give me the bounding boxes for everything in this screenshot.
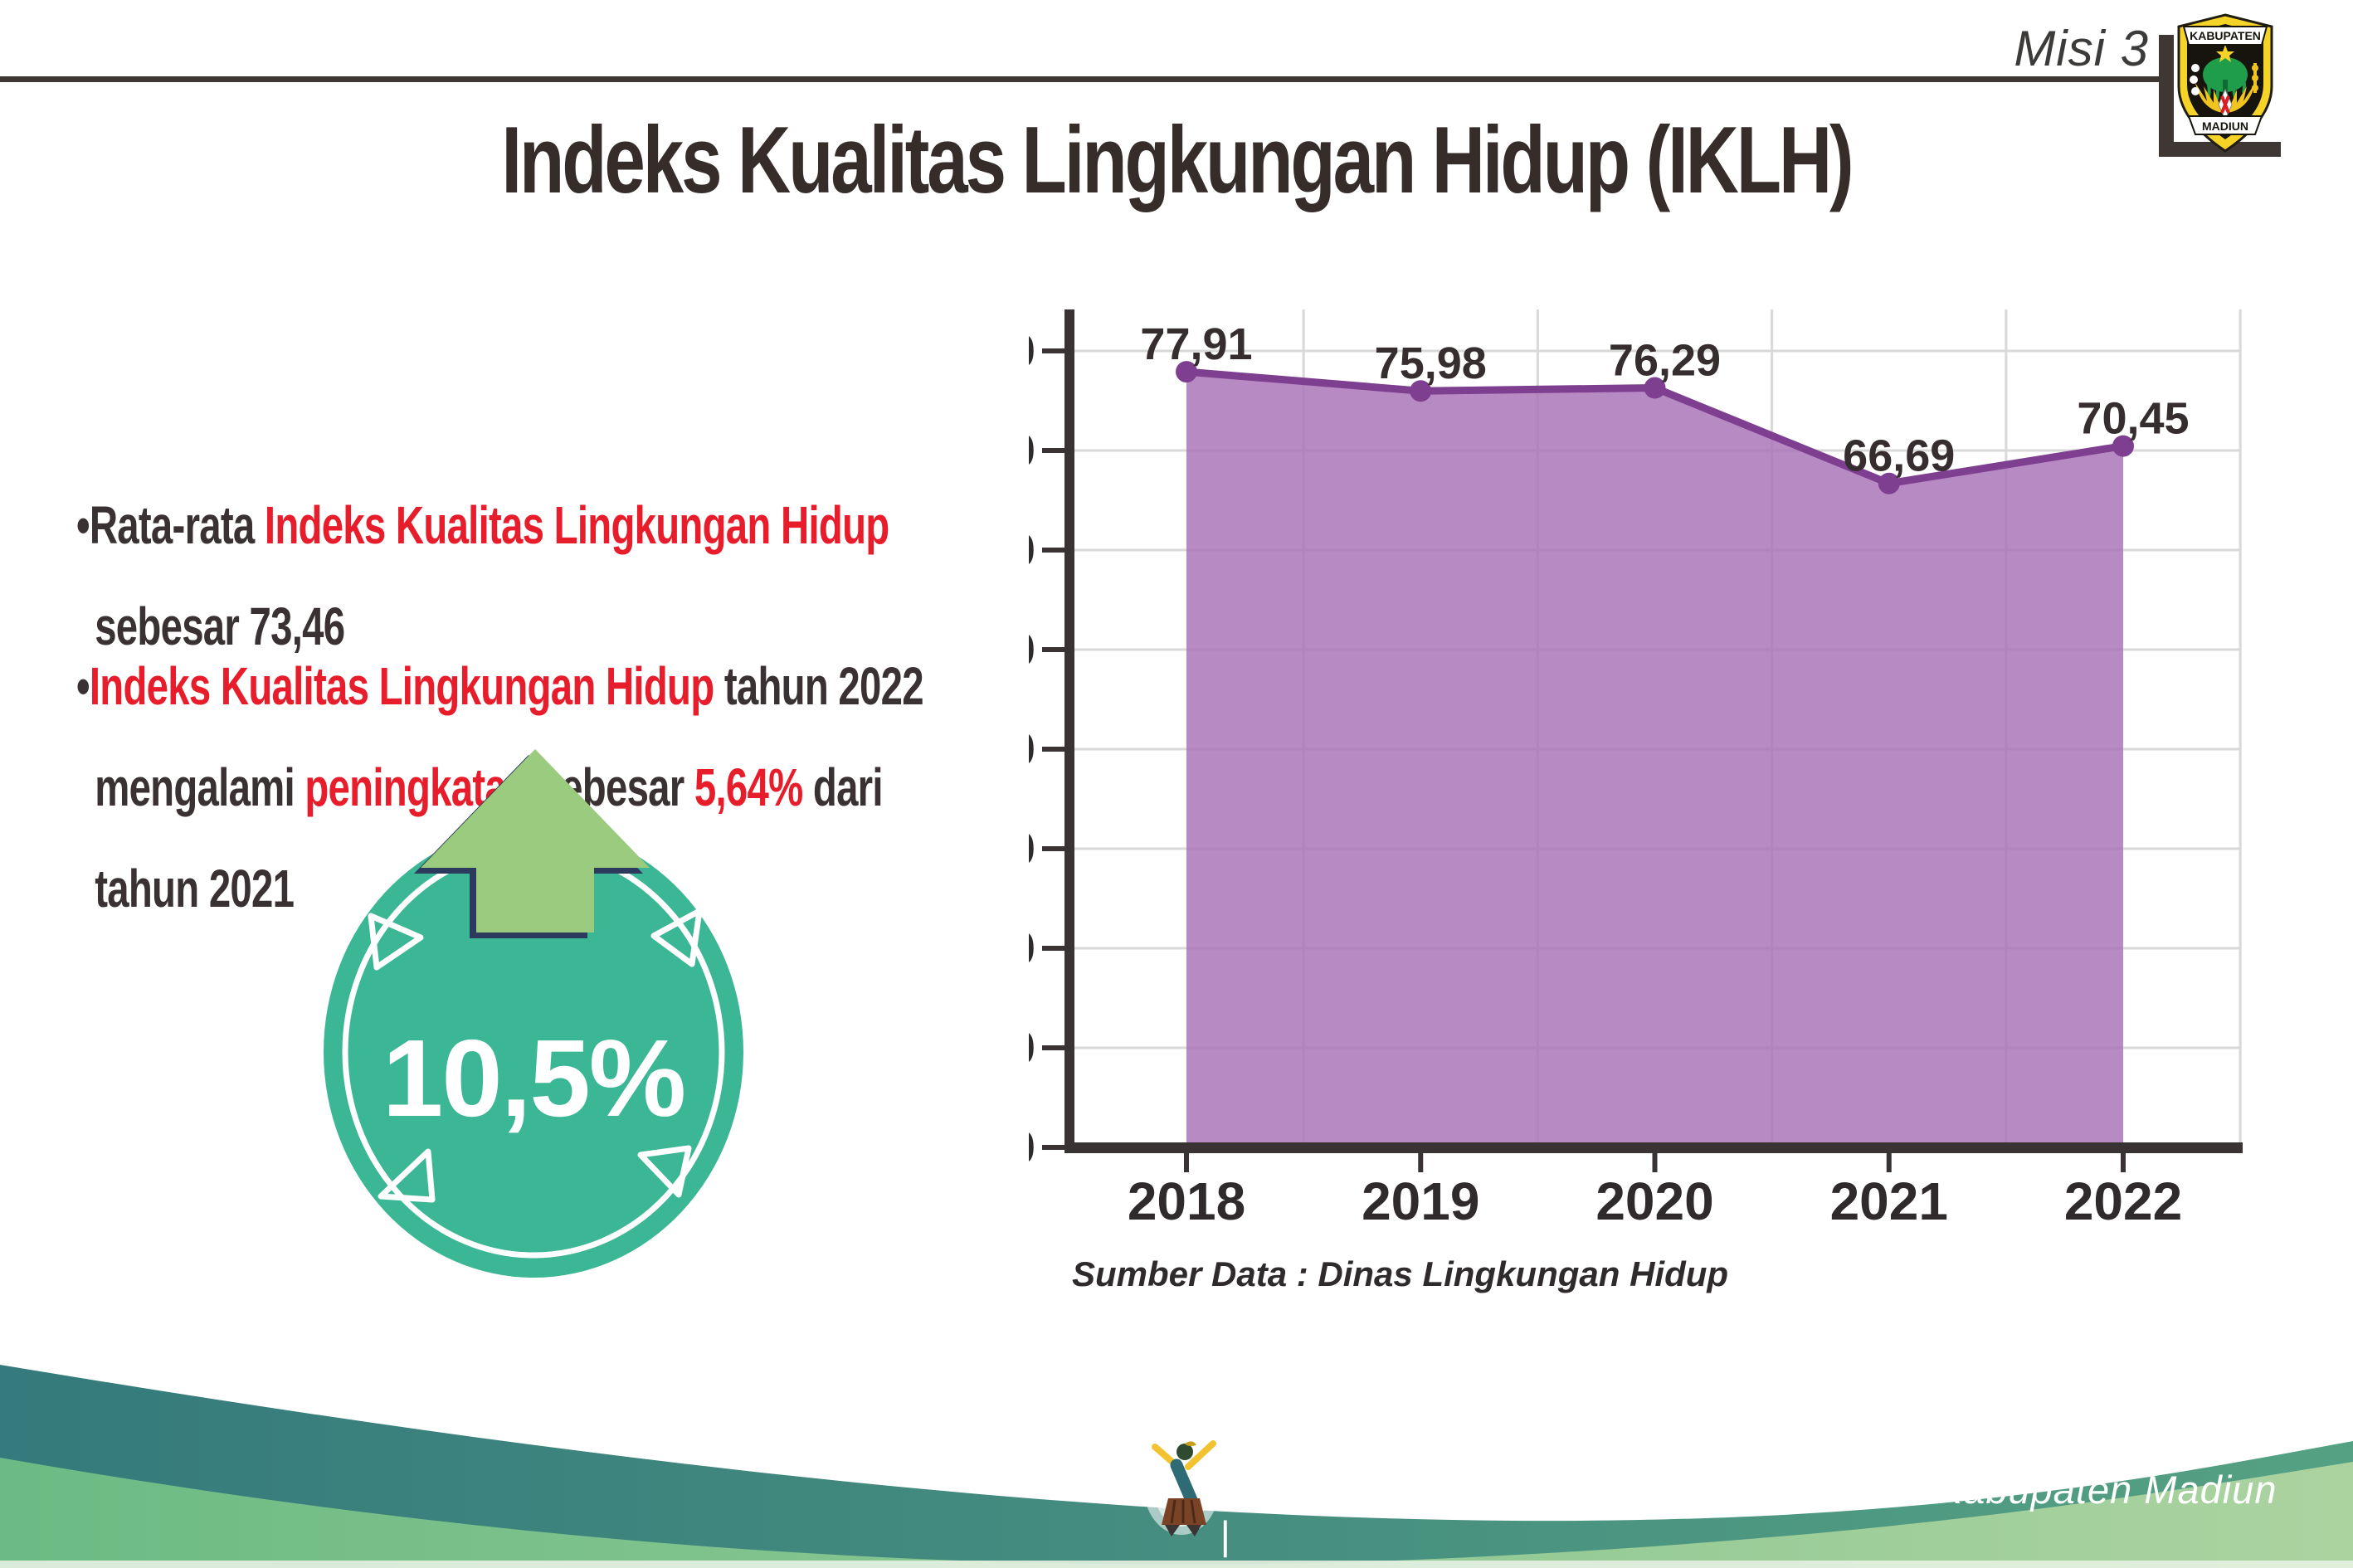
up-arrow-icon bbox=[421, 749, 650, 933]
bullet-line: •Indeks Kualitas Lingkungan Hidup tahun … bbox=[76, 635, 997, 737]
text-segment-highlight: Indeks Kualitas Lingkungan Hidup bbox=[89, 656, 714, 716]
svg-text:2018: 2018 bbox=[1128, 1171, 1245, 1231]
svg-text:70,45: 70,45 bbox=[2077, 394, 2189, 444]
svg-text:30: 30 bbox=[1029, 822, 1035, 874]
bullet-average-iklh: •Rata-rata Indeks Kualitas Lingkungan Hi… bbox=[76, 475, 997, 677]
svg-text:20: 20 bbox=[1029, 922, 1035, 974]
header-rule bbox=[0, 76, 2161, 82]
logo-frame-horizontal bbox=[2159, 142, 2281, 157]
data-labels: 77,91 75,98 76,29 66,69 70,45 bbox=[1140, 319, 2189, 481]
page-title: Indeks Kualitas Lingkungan Hidup (IKLH) bbox=[501, 108, 1854, 213]
y-axis bbox=[1064, 309, 1074, 1152]
area-series bbox=[1176, 361, 2134, 1146]
footer-wave-teal bbox=[0, 1365, 2353, 1568]
text-segment-highlight: 5,64% bbox=[694, 757, 803, 817]
svg-text:2022: 2022 bbox=[2064, 1171, 2182, 1231]
x-axis bbox=[1064, 1142, 2243, 1153]
text-segment: dari bbox=[802, 757, 884, 817]
logo-banner-bottom: MADIUN bbox=[2202, 119, 2248, 133]
svg-text:2021: 2021 bbox=[1830, 1171, 1948, 1231]
bullet-line: tahun 2021 bbox=[76, 838, 997, 939]
svg-text:0: 0 bbox=[1029, 1121, 1035, 1173]
svg-text:80: 80 bbox=[1029, 324, 1035, 377]
y-axis-labels: 0 10 20 30 40 50 60 70 80 bbox=[1029, 324, 1035, 1173]
bullet-line: sebesar 73,46 bbox=[76, 576, 997, 677]
svg-text:77,91: 77,91 bbox=[1140, 319, 1252, 369]
bullet-dot: • bbox=[76, 495, 90, 555]
y-axis-ticks bbox=[1042, 348, 1064, 1150]
text-segment-highlight: Indeks Kualitas Lingkungan Hidup bbox=[264, 495, 889, 555]
text-segment: tahun 2021 bbox=[95, 859, 295, 918]
svg-text:40: 40 bbox=[1029, 723, 1035, 775]
svg-text:75,98: 75,98 bbox=[1375, 338, 1487, 388]
svg-text:2019: 2019 bbox=[1362, 1171, 1479, 1231]
x-axis-labels: 2018 2019 2020 2021 2022 bbox=[1128, 1171, 2182, 1231]
svg-text:60: 60 bbox=[1029, 523, 1035, 576]
mission-label: Misi 3 bbox=[2014, 21, 2149, 76]
logo-banner-top: KABUPATEN bbox=[2190, 29, 2261, 42]
iklh-area-chart: 0 10 20 30 40 50 60 70 80 2018 2019 2020 2021 2022 7… bbox=[1029, 309, 2243, 1231]
svg-text:2020: 2020 bbox=[1595, 1171, 1713, 1231]
logo-frame-vertical bbox=[2159, 35, 2174, 157]
x-axis-ticks bbox=[1184, 1152, 2126, 1172]
kabupaten-madiun-logo-icon: KABUPATEN MADIUN bbox=[2177, 13, 2273, 153]
bullet-dot: • bbox=[76, 656, 90, 716]
text-segment: sebesar 73,46 bbox=[95, 597, 345, 656]
svg-text:10: 10 bbox=[1029, 1021, 1035, 1074]
footer-wave bbox=[0, 1365, 2353, 1568]
svg-text:50: 50 bbox=[1029, 623, 1035, 675]
source-caption: Sumber Data : Dinas Lingkungan Hidup bbox=[1072, 1254, 1729, 1293]
footer-wave-green bbox=[0, 1458, 2353, 1568]
text-segment: mengalami bbox=[95, 757, 305, 817]
dancer-mascot-icon bbox=[1143, 1435, 1220, 1536]
text-segment: tahun 2022 bbox=[714, 656, 924, 716]
bullet-line: •Rata-rata Indeks Kualitas Lingkungan Hi… bbox=[76, 475, 997, 576]
text-segment: Rata-rata bbox=[89, 495, 265, 555]
badge-value: 10,5% bbox=[382, 1017, 684, 1139]
svg-text:70: 70 bbox=[1029, 424, 1035, 476]
increase-badge: 10,5% bbox=[324, 749, 743, 1278]
svg-text:76,29: 76,29 bbox=[1609, 336, 1721, 386]
badge-triangle-decorations bbox=[368, 908, 703, 1203]
footer-credit: Media Infografis Data Statistik Sektoral… bbox=[1220, 1468, 2277, 1557]
svg-text:66,69: 66,69 bbox=[1843, 431, 1955, 481]
footer-bottom-strip bbox=[0, 1561, 2353, 1568]
